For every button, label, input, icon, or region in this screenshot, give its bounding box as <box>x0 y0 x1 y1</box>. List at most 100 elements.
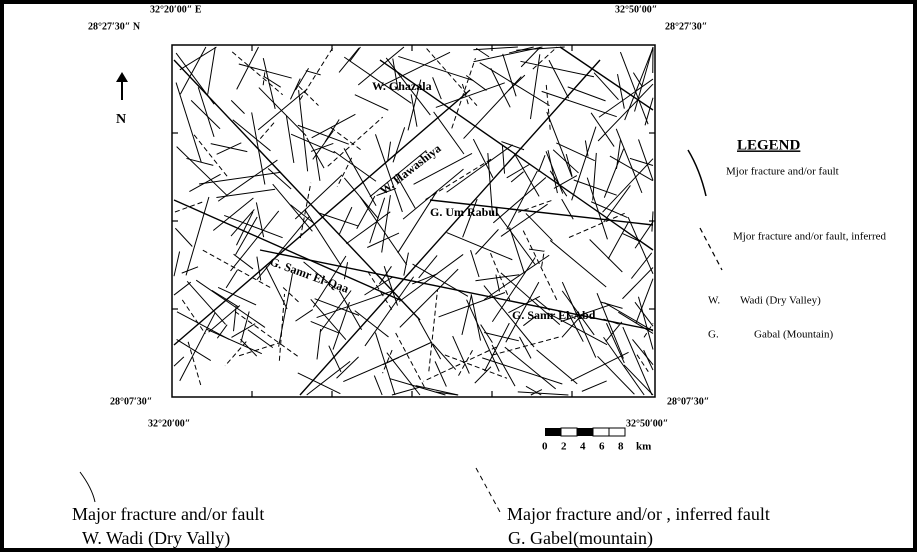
fracture <box>517 391 569 396</box>
fracture <box>426 48 478 106</box>
fracture <box>553 175 578 189</box>
fracture <box>385 57 431 116</box>
fracture <box>506 170 538 230</box>
fracture <box>257 88 308 131</box>
legend-text: Wadi (Dry Valley) <box>740 295 821 307</box>
fracture <box>383 266 398 306</box>
fracture <box>496 212 536 265</box>
scale-tick: 0 <box>542 441 548 453</box>
fracture <box>522 230 558 301</box>
fracture <box>230 209 255 237</box>
fracture <box>638 139 654 181</box>
fracture <box>206 328 263 355</box>
fracture <box>202 249 272 289</box>
fracture <box>571 126 597 201</box>
fracture <box>272 183 313 232</box>
fracture <box>568 212 625 238</box>
fracture <box>179 46 207 95</box>
fracture <box>619 51 649 125</box>
fracture <box>233 253 254 270</box>
north-label: N <box>116 112 126 127</box>
fracture <box>338 290 363 331</box>
fracture <box>236 46 259 90</box>
fracture <box>590 112 615 147</box>
fracture <box>338 206 353 235</box>
fracture <box>523 315 537 327</box>
fracture <box>402 168 464 220</box>
fracture <box>297 372 341 395</box>
major-fault <box>173 59 421 321</box>
fracture <box>236 211 254 246</box>
fracture <box>603 185 631 223</box>
fracture <box>624 47 654 121</box>
fracture <box>509 227 525 274</box>
fracture <box>586 177 608 240</box>
fracture <box>207 46 216 95</box>
fracture <box>603 336 645 396</box>
fracture <box>597 83 654 142</box>
fracture <box>501 145 506 174</box>
fracture <box>435 391 459 396</box>
scale-bar: 0 2 4 6 8 km <box>542 427 651 453</box>
fracture <box>529 54 541 120</box>
place-label: G. Um Rabul <box>430 205 499 219</box>
fracture <box>491 344 516 387</box>
fracture <box>549 240 607 288</box>
fracture <box>238 342 280 357</box>
fracture <box>630 252 653 279</box>
fracture <box>506 163 531 179</box>
fracture-lines <box>173 46 654 396</box>
fracture <box>197 87 215 138</box>
major-fault <box>429 199 654 226</box>
fracture <box>532 46 558 70</box>
fracture <box>175 227 193 247</box>
fracture <box>338 47 360 73</box>
fracture <box>173 281 192 296</box>
fracture <box>256 256 262 281</box>
fracture <box>538 155 546 173</box>
fracture <box>373 375 383 396</box>
fracture <box>556 142 595 162</box>
fracture <box>541 90 617 118</box>
fracture <box>247 329 274 349</box>
fracture <box>354 310 389 338</box>
fracture <box>231 51 284 96</box>
fracture <box>446 144 513 193</box>
fracture <box>565 154 573 177</box>
fracture <box>343 56 412 104</box>
fracture <box>598 78 654 118</box>
fracture <box>174 200 205 213</box>
fracture <box>263 75 281 88</box>
fracture <box>403 252 409 276</box>
fracture <box>398 55 474 82</box>
fracture <box>482 357 563 385</box>
fracture <box>343 148 377 206</box>
place-label: G. Samr El-Abd <box>512 308 596 322</box>
fracture <box>525 213 553 241</box>
fracture <box>185 196 210 276</box>
fracture <box>548 59 570 99</box>
fracture <box>240 311 250 343</box>
fracture <box>374 332 396 396</box>
fracture <box>466 299 500 372</box>
fracture <box>306 360 351 396</box>
legend-text: Mjor fracture and/or fault, inferred <box>733 231 887 243</box>
fracture <box>258 87 307 137</box>
fracture <box>596 292 624 359</box>
fracture <box>547 150 558 194</box>
fracture <box>255 202 265 238</box>
fracture <box>589 239 623 273</box>
major-fault <box>259 249 654 331</box>
fracture <box>295 309 314 322</box>
fracture <box>622 267 654 300</box>
caption-fault-symbol <box>79 471 96 503</box>
fracture <box>600 301 623 309</box>
fracture <box>597 355 635 395</box>
fracture <box>305 70 321 76</box>
fracture <box>304 209 342 266</box>
fracture <box>234 311 299 357</box>
fracture <box>386 352 421 396</box>
fracture <box>395 173 416 209</box>
fracture <box>392 58 399 91</box>
